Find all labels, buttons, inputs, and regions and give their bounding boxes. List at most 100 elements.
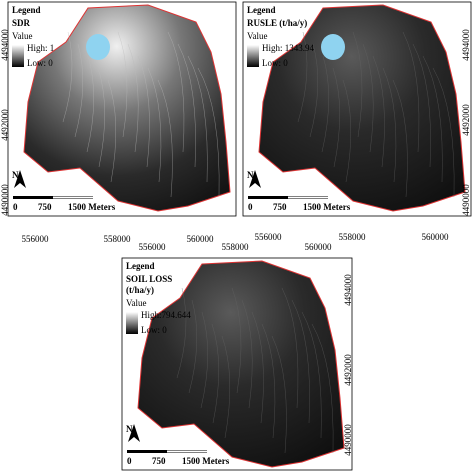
scale-bar-mid — [167, 450, 207, 453]
lake — [321, 34, 345, 60]
drainage — [261, 323, 276, 439]
map-panel: Legend RUSLE (t/ha/y) Value High: 1343.94 Lo… — [242, 1, 472, 217]
drainage — [200, 311, 208, 409]
drainage — [332, 67, 340, 168]
x-coordinate: 560000 — [422, 232, 450, 242]
layer-name: RUSLE (t/ha/y) — [247, 18, 307, 28]
drainage — [157, 79, 173, 198]
scale-label: 0 — [127, 456, 132, 466]
color-ramp — [12, 45, 24, 67]
watershed — [258, 4, 466, 212]
north-label: N — [12, 170, 19, 180]
map-panel: Legend SDR Value High: 1 Low: 0 N 0 750 1500 Met… — [7, 1, 237, 217]
x-coordinate: 556000 — [22, 234, 50, 244]
drainage — [117, 31, 128, 138]
drainage — [297, 31, 308, 123]
north-arrow — [249, 170, 261, 188]
y-coordinate: 4494000 — [461, 29, 471, 61]
y-coordinate: 4490000 — [343, 424, 353, 456]
lake — [86, 34, 110, 60]
drainage — [271, 335, 287, 454]
scale-label: 1500 Meters — [68, 202, 116, 212]
drainage — [107, 79, 117, 183]
drainage — [412, 43, 431, 168]
scale-label: 750 — [273, 202, 287, 212]
legend-low: Low: 0 — [27, 58, 53, 68]
y-coordinate: 4492000 — [0, 109, 10, 141]
scale-bar-mid — [53, 196, 93, 199]
y-coordinate: 4492000 — [461, 104, 471, 136]
legend-high: High: 1 — [27, 43, 54, 53]
north-arrow — [128, 424, 140, 442]
drainage — [86, 55, 94, 153]
drainage — [372, 55, 385, 168]
drainage — [177, 43, 196, 168]
y-coordinate: 4490000 — [461, 184, 471, 216]
drainage — [62, 31, 73, 123]
drainage — [392, 79, 408, 198]
drainage — [251, 311, 264, 424]
legend-title: Legend — [126, 261, 155, 271]
map-panel: Legend SOIL LOSS(t/ha/y) Value High:794.644… — [121, 257, 353, 471]
y-coordinate: 4494000 — [343, 274, 353, 306]
drainage — [309, 43, 319, 138]
drainage — [402, 31, 420, 153]
color-ramp — [247, 45, 259, 67]
drainage — [197, 67, 220, 198]
drainage — [211, 323, 219, 424]
x-coordinate: 556000 — [255, 232, 283, 242]
legend-high: High: 1343.94 — [262, 43, 315, 53]
x-coordinate: 556000 — [139, 242, 167, 252]
drainage — [281, 287, 299, 409]
x-coordinate: 558000 — [339, 232, 367, 242]
drainage — [74, 43, 84, 138]
drainage — [147, 67, 162, 183]
legend-high: High:794.644 — [141, 310, 191, 320]
x-coordinate: 558000 — [104, 234, 132, 244]
drainage — [291, 299, 310, 424]
drainage — [97, 67, 105, 168]
drainage — [301, 311, 322, 439]
drainage — [188, 299, 198, 394]
legend-title: Legend — [12, 5, 41, 15]
drainage — [127, 43, 139, 153]
x-coordinate: 558000 — [222, 242, 250, 252]
legend-low: Low: 0 — [141, 325, 167, 335]
scale-label: 0 — [13, 202, 18, 212]
scale-label: 0 — [248, 202, 253, 212]
north-arrow — [14, 170, 26, 188]
scale-label: 1500 Meters — [303, 202, 351, 212]
drainage — [231, 287, 242, 394]
value-label: Value — [247, 31, 268, 41]
north-label: N — [126, 424, 133, 434]
value-label: Value — [12, 31, 33, 41]
y-coordinate: 4492000 — [343, 354, 353, 386]
drainage — [321, 55, 329, 153]
drainage — [342, 79, 352, 183]
drainage — [422, 55, 443, 183]
drainage — [382, 67, 397, 183]
drainage — [362, 43, 374, 153]
layer-name: SDR — [12, 18, 31, 28]
drainage — [137, 55, 150, 168]
scale-label: 1500 Meters — [182, 456, 230, 466]
scale-label: 750 — [38, 202, 52, 212]
drainage — [176, 287, 187, 379]
layer-name: (t/ha/y) — [126, 285, 154, 295]
drainage — [311, 323, 334, 454]
layer-name: SOIL LOSS — [126, 274, 172, 284]
drainage — [167, 31, 185, 153]
scale-bar-mid — [288, 196, 328, 199]
drainage — [352, 31, 363, 138]
value-label: Value — [126, 298, 147, 308]
drainage — [432, 67, 455, 198]
north-label: N — [247, 170, 254, 180]
watershed — [137, 260, 345, 468]
y-coordinate: 4490000 — [0, 184, 10, 216]
x-coordinate: 560000 — [305, 242, 333, 252]
legend-title: Legend — [247, 5, 276, 15]
color-ramp — [126, 312, 138, 334]
drainage — [187, 55, 208, 183]
scale-label: 750 — [152, 456, 166, 466]
